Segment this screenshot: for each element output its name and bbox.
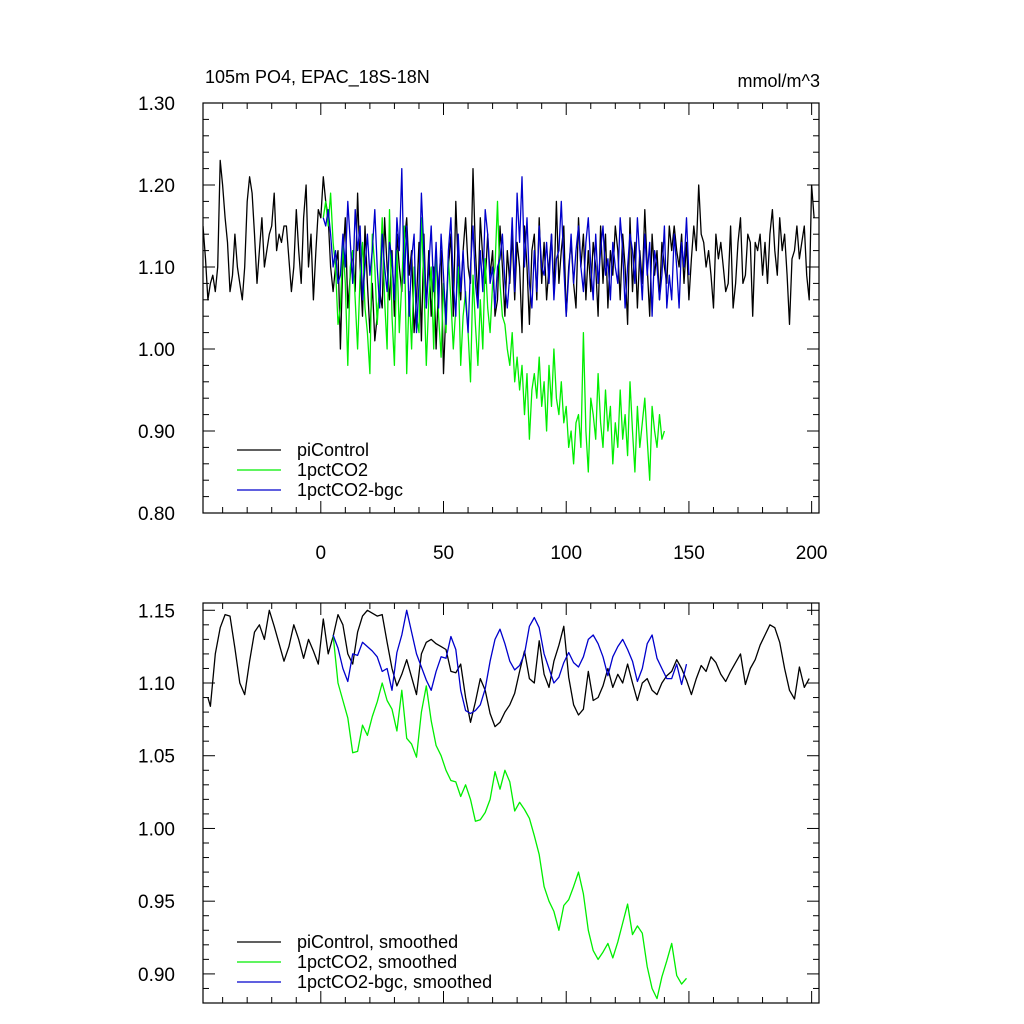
top-chart-panel: 105m PO4, EPAC_18S-18N mmol/m^3 0 50 100 15… [138,67,827,564]
chart-title: 105m PO4, EPAC_18S-18N [205,67,430,88]
y-tick-label: 1.05 [138,747,175,768]
legend-label-1: 1pctCO2, smoothed [297,952,457,972]
x-tick-label: 0 [316,543,327,564]
legend-label-0: piControl [297,440,369,460]
legend-label-2: 1pctCO2-bgc, smoothed [297,972,492,992]
x-tick-label: 150 [673,543,705,564]
top-axis-ticks: 0 50 100 150 200 0.80 0.90 1.00 1.10 1.20 1.30 [138,94,827,564]
legend-label-2: 1pctCO2-bgc [297,480,403,500]
y-tick-label: 1.15 [138,601,175,622]
bottom-series-lines [207,609,810,1000]
top-series-lines [203,159,815,481]
y-tick-label: 0.90 [138,422,175,443]
series-line-0 [207,609,810,728]
x-tick-label: 200 [796,543,828,564]
series-line-1 [332,634,687,1000]
y-tick-label: 1.00 [138,819,175,840]
y-tick-label: 0.80 [138,504,175,525]
legend-label-1: 1pctCO2 [297,460,368,480]
series-line-1 [322,192,666,481]
y-tick-label: 1.30 [138,94,175,115]
y-tick-label: 0.95 [138,892,175,913]
top-plot-frame [202,102,820,514]
y-tick-label: 1.00 [138,340,175,361]
x-tick-label: 50 [433,543,454,564]
legend-label-0: piControl, smoothed [297,932,458,952]
units-label: mmol/m^3 [738,71,820,91]
bottom-plot-frame [202,602,820,1004]
series-line-2 [332,609,688,715]
bottom-axis-ticks: 0.90 0.95 1.00 1.05 1.10 1.15 [138,601,819,1004]
x-tick-label: 100 [550,543,582,564]
y-tick-label: 1.10 [138,258,175,279]
y-tick-label: 1.10 [138,674,175,695]
series-line-0 [203,159,815,375]
y-tick-label: 0.90 [138,965,175,986]
series-line-2 [322,167,690,334]
bottom-chart-panel: 0.90 0.95 1.00 1.05 1.10 1.15 piControl, smoo… [138,601,820,1004]
y-tick-label: 1.20 [138,176,175,197]
